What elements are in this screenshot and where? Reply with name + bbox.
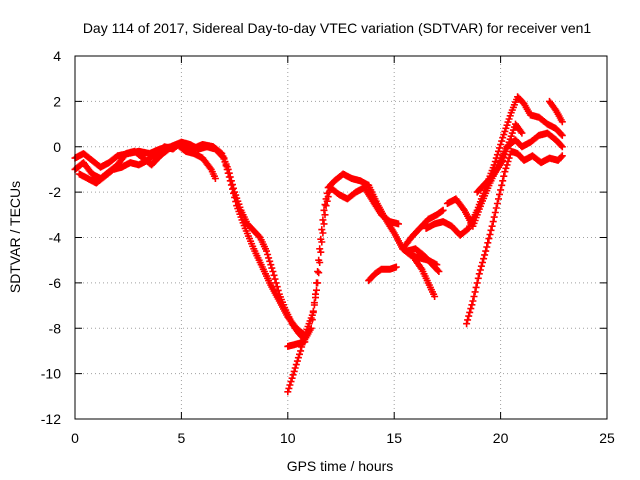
- x-tick-label: 20: [493, 430, 509, 446]
- chart-title: Day 114 of 2017, Sidereal Day-to-day VTE…: [83, 20, 592, 36]
- series-arc-7: [399, 206, 447, 253]
- data-point-markers: [403, 245, 443, 275]
- axis-ticks: 0 5 10 15 20 25 -12 -10 -8 -6 -4 -2 0 2 4: [41, 48, 615, 446]
- x-axis-label: GPS time / hours: [287, 458, 394, 474]
- y-tick-label: 4: [53, 48, 61, 64]
- series-arc-12: [463, 147, 566, 328]
- data-point-markers: [71, 138, 441, 344]
- x-tick-label: 5: [178, 430, 186, 446]
- series-arc-14: [546, 97, 566, 126]
- series-arc-13: [473, 120, 526, 196]
- data-point-markers: [284, 184, 402, 396]
- y-tick-label: -6: [49, 275, 62, 291]
- series-arc-9: [412, 256, 439, 300]
- y-tick-label: 2: [53, 93, 61, 109]
- series-arc-8: [403, 245, 443, 275]
- y-tick-label: -8: [49, 320, 62, 336]
- data-point-markers: [365, 263, 400, 285]
- data-point-markers: [473, 120, 526, 196]
- series-arc-3: [75, 138, 309, 339]
- data-point-markers: [463, 147, 566, 328]
- y-tick-label: 0: [53, 139, 61, 155]
- x-tick-label: 0: [71, 430, 79, 446]
- series-arc-5: [284, 184, 402, 396]
- data-point-markers: [399, 206, 447, 253]
- y-tick-label: -4: [49, 230, 62, 246]
- x-tick-label: 15: [386, 430, 402, 446]
- series-arc-1: [71, 138, 441, 344]
- y-axis-label: SDTVAR / TECUs: [7, 181, 23, 293]
- x-tick-label: 10: [280, 430, 296, 446]
- data-points: [71, 93, 566, 396]
- data-point-markers: [75, 138, 309, 339]
- y-tick-label: -12: [41, 411, 61, 427]
- data-point-markers: [546, 97, 566, 126]
- series-arc-6: [365, 263, 400, 285]
- y-tick-label: -2: [49, 184, 62, 200]
- y-tick-label: -10: [41, 366, 61, 382]
- x-tick-label: 25: [599, 430, 615, 446]
- data-point-markers: [412, 256, 439, 300]
